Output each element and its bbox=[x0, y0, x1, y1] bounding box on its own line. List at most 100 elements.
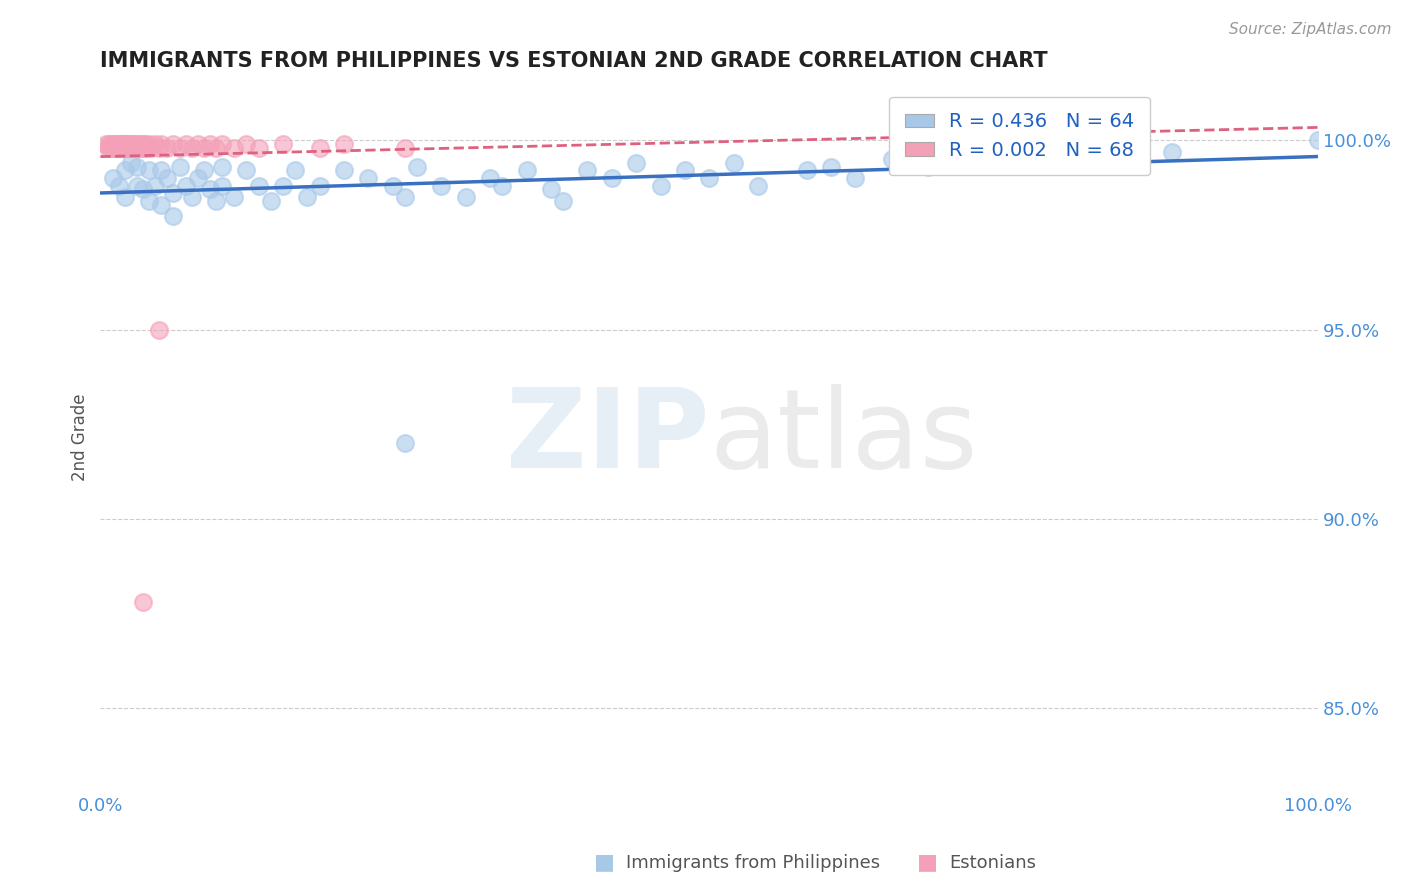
Point bbox=[491, 178, 513, 193]
Point bbox=[723, 156, 745, 170]
Point bbox=[796, 163, 818, 178]
Point bbox=[394, 141, 416, 155]
Point bbox=[97, 136, 120, 151]
Point bbox=[129, 136, 152, 151]
Point bbox=[187, 136, 209, 151]
Point bbox=[600, 171, 623, 186]
Point bbox=[211, 178, 233, 193]
Point bbox=[115, 141, 138, 155]
Point bbox=[114, 141, 136, 155]
Point bbox=[104, 136, 127, 151]
Legend: R = 0.436   N = 64, R = 0.002   N = 68: R = 0.436 N = 64, R = 0.002 N = 68 bbox=[889, 96, 1150, 176]
Point bbox=[430, 178, 453, 193]
Point bbox=[120, 136, 142, 151]
Point bbox=[122, 141, 145, 155]
Point bbox=[198, 136, 221, 151]
Point bbox=[103, 141, 125, 155]
Point bbox=[104, 141, 127, 155]
Point bbox=[132, 595, 155, 609]
Point bbox=[624, 156, 647, 170]
Point bbox=[205, 141, 228, 155]
Point bbox=[132, 182, 155, 196]
Y-axis label: 2nd Grade: 2nd Grade bbox=[72, 393, 89, 482]
Point bbox=[97, 141, 120, 155]
Point bbox=[260, 194, 283, 208]
Point bbox=[124, 136, 146, 151]
Point bbox=[247, 178, 270, 193]
Point bbox=[120, 156, 142, 170]
Text: Immigrants from Philippines: Immigrants from Philippines bbox=[626, 855, 880, 872]
Point bbox=[174, 136, 197, 151]
Point bbox=[247, 141, 270, 155]
Text: ■: ■ bbox=[918, 853, 938, 872]
Point bbox=[308, 178, 330, 193]
Point bbox=[141, 141, 163, 155]
Point bbox=[148, 141, 170, 155]
Point bbox=[211, 136, 233, 151]
Point bbox=[138, 163, 160, 178]
Point bbox=[96, 136, 118, 151]
Point bbox=[271, 178, 294, 193]
Point bbox=[134, 136, 156, 151]
Point bbox=[187, 171, 209, 186]
Point bbox=[138, 136, 160, 151]
Point bbox=[115, 136, 138, 151]
Point bbox=[169, 160, 191, 174]
Point bbox=[576, 163, 599, 178]
Point bbox=[125, 141, 148, 155]
Point bbox=[673, 163, 696, 178]
Point bbox=[108, 136, 131, 151]
Point bbox=[917, 160, 939, 174]
Point bbox=[820, 160, 842, 174]
Point bbox=[134, 141, 156, 155]
Point bbox=[125, 160, 148, 174]
Point bbox=[117, 141, 139, 155]
Point bbox=[406, 160, 429, 174]
Point bbox=[284, 163, 307, 178]
Point bbox=[540, 182, 562, 196]
Point bbox=[553, 194, 575, 208]
Point bbox=[235, 136, 257, 151]
Point bbox=[357, 171, 380, 186]
Point bbox=[381, 178, 404, 193]
Point bbox=[118, 141, 141, 155]
Point bbox=[114, 163, 136, 178]
Point bbox=[174, 178, 197, 193]
Point bbox=[150, 136, 173, 151]
Point bbox=[162, 186, 184, 201]
Point bbox=[100, 136, 122, 151]
Point bbox=[114, 136, 136, 151]
Point bbox=[169, 141, 191, 155]
Point bbox=[224, 141, 246, 155]
Point bbox=[143, 136, 166, 151]
Point bbox=[180, 141, 202, 155]
Point bbox=[162, 136, 184, 151]
Point bbox=[105, 136, 128, 151]
Point bbox=[111, 136, 134, 151]
Point bbox=[156, 141, 179, 155]
Point bbox=[101, 141, 124, 155]
Point bbox=[193, 163, 215, 178]
Point bbox=[143, 178, 166, 193]
Text: Estonians: Estonians bbox=[949, 855, 1036, 872]
Point bbox=[156, 171, 179, 186]
Point bbox=[844, 171, 866, 186]
Point bbox=[120, 141, 142, 155]
Point bbox=[112, 141, 135, 155]
Point bbox=[333, 163, 356, 178]
Point bbox=[135, 141, 157, 155]
Point bbox=[1161, 145, 1184, 159]
Point bbox=[128, 141, 150, 155]
Point bbox=[297, 190, 319, 204]
Point bbox=[193, 141, 215, 155]
Point bbox=[333, 136, 356, 151]
Point bbox=[394, 190, 416, 204]
Point bbox=[162, 209, 184, 223]
Point bbox=[125, 178, 148, 193]
Point bbox=[121, 136, 143, 151]
Text: atlas: atlas bbox=[709, 384, 977, 491]
Point bbox=[650, 178, 672, 193]
Point bbox=[150, 197, 173, 211]
Point bbox=[138, 194, 160, 208]
Point bbox=[124, 141, 146, 155]
